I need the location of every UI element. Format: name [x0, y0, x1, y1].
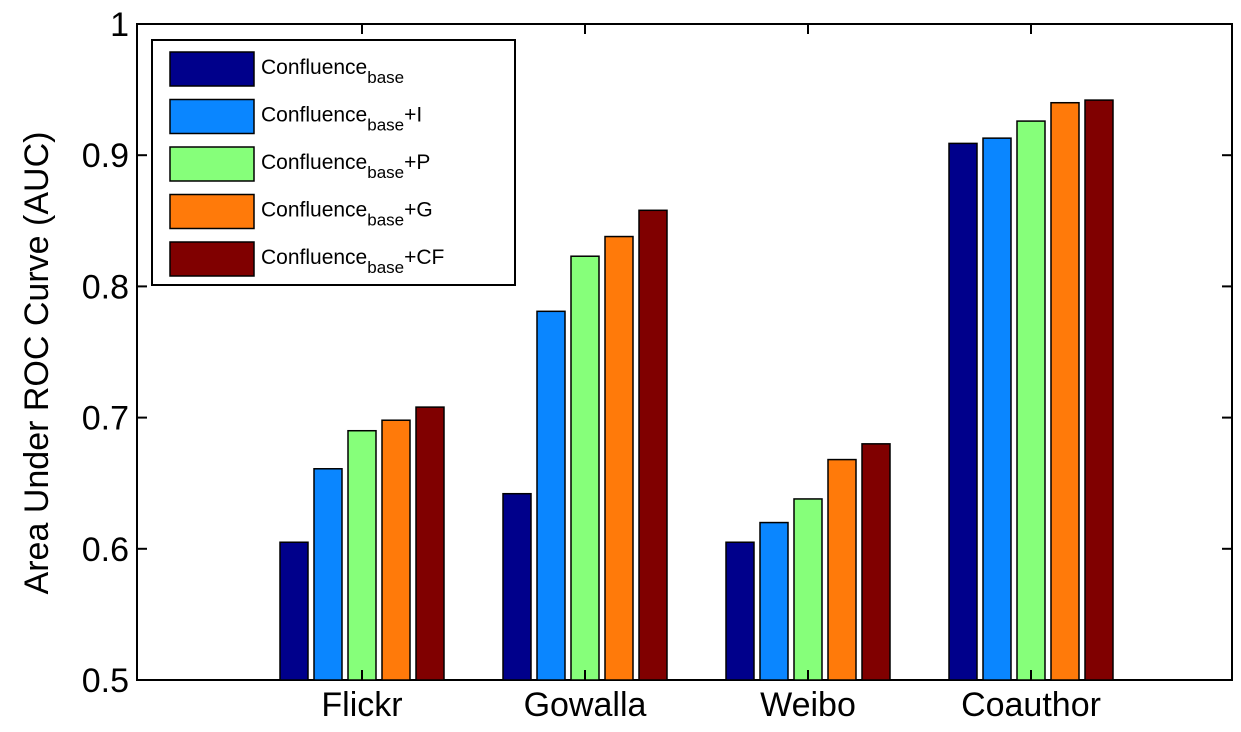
bar-gowalla-series-3 — [570, 255, 600, 681]
bar-weibo-series-3 — [793, 498, 823, 681]
y-tick-label: 0.9 — [82, 137, 129, 175]
bar-weibo-series-1 — [725, 541, 755, 681]
legend-swatch — [169, 146, 255, 182]
y-tick-label: 0.5 — [82, 662, 129, 700]
legend-swatch — [169, 98, 255, 135]
bar-gowalla-series-2 — [536, 310, 566, 681]
bar-coauthor-series-3 — [1016, 120, 1046, 681]
axes-frame — [136, 23, 1233, 681]
bar-weibo-series-4 — [827, 458, 857, 681]
y-tick-label: 0.7 — [82, 400, 129, 438]
legend-label: Confluencebase — [261, 56, 404, 87]
legend: Confluencebase Confluencebase+I Confluence… — [151, 39, 516, 286]
legend-swatch — [169, 51, 255, 87]
x-tick-label: Gowalla — [524, 686, 647, 724]
bar-flickr-series-2 — [313, 468, 343, 681]
x-tick-label: Weibo — [760, 686, 856, 724]
bar-flickr-series-4 — [381, 419, 411, 681]
legend-label: Confluencebase+G — [261, 199, 433, 230]
x-tick-label: Flickr — [321, 686, 402, 724]
bar-coauthor-series-5 — [1084, 99, 1114, 681]
bar-gowalla-series-5 — [638, 209, 668, 681]
bar-gowalla-series-4 — [604, 235, 634, 681]
bars — [279, 99, 1114, 681]
bar-flickr-series-5 — [415, 406, 445, 681]
bar-coauthor-series-2 — [982, 137, 1012, 681]
legend-label: Confluencebase+I — [261, 104, 422, 135]
bar-coauthor-series-1 — [948, 142, 978, 681]
legend-label: Confluencebase+P — [261, 151, 430, 182]
ticks: 0.5 0.6 0.7 0.8 0.9 1 Flickr Gowalla Weibo Coauth… — [82, 6, 1232, 724]
bar-coauthor-series-4 — [1050, 101, 1080, 681]
x-tick-label: Coauthor — [961, 686, 1101, 724]
y-axis-label: Area Under ROC Curve (AUC) — [18, 132, 56, 595]
y-tick-label: 1 — [110, 6, 129, 44]
bar-gowalla-series-1 — [502, 492, 532, 681]
legend-swatch — [169, 193, 255, 230]
y-tick-label: 0.6 — [82, 531, 129, 569]
bar-weibo-series-2 — [759, 521, 789, 681]
y-tick-label: 0.8 — [82, 268, 129, 306]
legend-swatch — [169, 241, 255, 277]
plot-frame — [136, 23, 1233, 681]
bar-weibo-series-5 — [861, 443, 891, 681]
bar-flickr-series-1 — [279, 541, 309, 681]
legend-label: Confluencebase+CF — [261, 246, 444, 277]
bar-flickr-series-3 — [347, 429, 377, 681]
